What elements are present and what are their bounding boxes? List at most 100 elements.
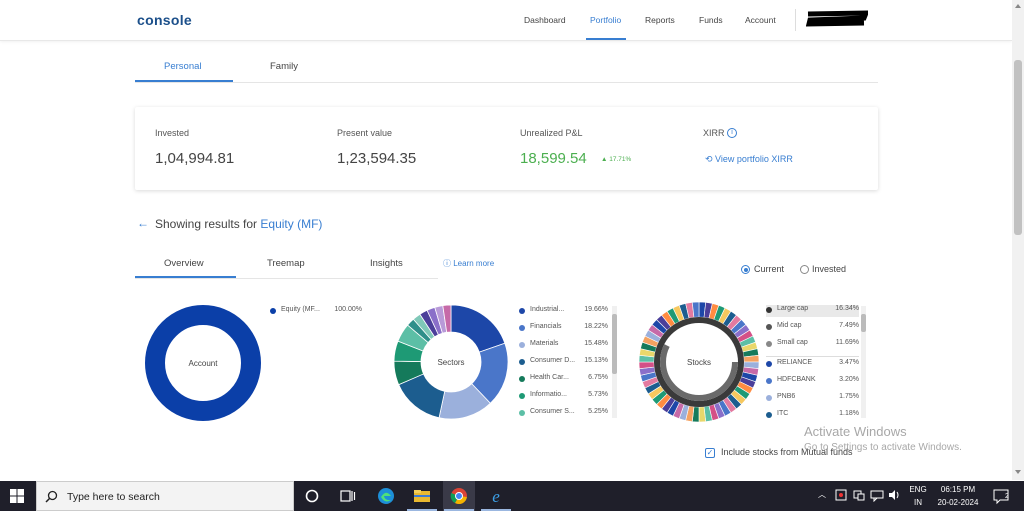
legend-item[interactable]: Consumer S... 5.25% <box>519 408 608 420</box>
legend-item[interactable]: ITC 1.18% <box>766 410 859 422</box>
scroll-up-icon[interactable] <box>1015 4 1021 8</box>
account-donut-chart[interactable]: Account <box>144 304 262 422</box>
legend-name: Industrial... <box>530 306 565 313</box>
current-radio[interactable] <box>741 265 750 274</box>
summary-card <box>135 107 878 190</box>
invested-radio-label: Invested <box>812 264 847 274</box>
legend-name: HDFCBANK <box>777 376 816 384</box>
tray-app-icon[interactable] <box>834 488 848 502</box>
notification-count: 2 <box>1005 493 1009 500</box>
nav-active-indicator <box>586 38 626 40</box>
taskbar-date[interactable]: 20-02-2024 <box>937 498 979 507</box>
chevron-up-icon[interactable]: ︿ <box>818 490 826 499</box>
legend-dot <box>519 376 525 382</box>
legend-dot <box>766 340 772 347</box>
legend-item[interactable]: RELIANCE 3.47% <box>766 359 859 371</box>
legend-item[interactable]: Consumer D... 15.13% <box>519 357 608 369</box>
subtab-active-indicator <box>135 276 236 278</box>
results-heading: Showing results for Equity (MF) <box>155 217 322 231</box>
file-explorer-icon[interactable] <box>413 487 431 505</box>
stocks-mid-cap-ring[interactable] <box>660 323 738 401</box>
stocks-donut-chart[interactable]: Stocks <box>638 301 760 423</box>
internet-explorer-icon[interactable]: e <box>487 487 505 505</box>
legend-name: RELIANCE <box>777 359 813 367</box>
learn-more-link[interactable]: ⓘ Learn more <box>443 258 494 269</box>
legend-item[interactable]: Financials 18.22% <box>519 323 608 335</box>
tab-divider <box>135 82 878 83</box>
language-bottom[interactable]: IN <box>914 498 922 507</box>
stocks-scroll-thumb[interactable] <box>861 314 866 332</box>
legend-name: Mid cap <box>777 321 802 329</box>
nav-account[interactable]: Account <box>745 15 776 25</box>
legend-item[interactable]: Mid cap 7.49% <box>766 322 859 334</box>
legend-item[interactable]: Informatio... 5.73% <box>519 391 608 403</box>
redacted-user-id[interactable] <box>806 8 868 28</box>
activate-windows-title: Activate Windows <box>804 424 907 439</box>
console-logo[interactable]: console <box>137 12 193 28</box>
stocks-center <box>669 332 729 392</box>
tab-overview[interactable]: Overview <box>164 258 204 269</box>
svg-text:e: e <box>492 487 500 505</box>
nav-funds[interactable]: Funds <box>699 15 723 25</box>
include-stocks-checkbox[interactable]: ✓ <box>705 448 715 458</box>
xirr-label: XIRR <box>703 128 725 138</box>
nav-dashboard[interactable]: Dashboard <box>524 15 566 25</box>
tab-insights[interactable]: Insights <box>370 258 403 269</box>
notification-icon[interactable] <box>992 487 1010 505</box>
account-donut-ring[interactable] <box>145 305 261 421</box>
legend-item[interactable]: Large cap 16.34% <box>766 305 859 317</box>
subtab-divider <box>135 278 438 279</box>
taskbar-search-box[interactable]: Type here to search <box>36 481 294 511</box>
language-top[interactable]: ENG <box>909 485 927 494</box>
pnl-value: 18,599.54 <box>520 150 587 167</box>
legend-item[interactable]: HDFCBANK 3.20% <box>766 376 859 388</box>
legend-item[interactable]: PNB6 1.75% <box>766 393 859 405</box>
back-arrow-icon[interactable]: ← <box>137 216 149 230</box>
sectors-scroll-thumb[interactable] <box>612 314 617 374</box>
legend-item[interactable]: Small cap 11.69% <box>766 339 859 351</box>
windows-start-icon[interactable] <box>10 489 24 503</box>
invested-radio[interactable] <box>800 265 809 274</box>
scroll-thumb[interactable] <box>1014 60 1022 235</box>
legend-item[interactable]: Equity (MF... 100.00% <box>270 306 362 318</box>
stocks-large-cap-ring[interactable] <box>654 317 744 407</box>
tab-personal[interactable]: Personal <box>164 61 202 72</box>
nav-portfolio[interactable]: Portfolio <box>590 15 622 25</box>
edge-icon[interactable] <box>377 487 395 505</box>
results-category[interactable]: Equity (MF) <box>260 217 323 231</box>
volume-icon[interactable] <box>887 488 901 502</box>
view-xirr-link[interactable]: ⟲ View portfolio XIRR <box>705 154 793 165</box>
sector-slice[interactable] <box>450 304 506 353</box>
legend-item[interactable]: Materials 15.48% <box>519 340 608 352</box>
network-icon[interactable] <box>852 488 866 502</box>
legend-item[interactable]: Industrial... 19.66% <box>519 306 608 318</box>
page-scrollbar[interactable] <box>1012 0 1024 480</box>
nav-divider <box>795 9 796 31</box>
task-view-icon[interactable] <box>339 487 357 505</box>
legend-dot <box>766 323 772 330</box>
legend-dot <box>766 411 772 418</box>
include-stocks-label[interactable]: Include stocks from Mutual funds <box>721 447 853 457</box>
chat-icon[interactable] <box>870 488 884 502</box>
legend-item[interactable]: Health Car... 6.75% <box>519 374 608 386</box>
legend-dot <box>766 307 772 313</box>
scroll-down-icon[interactable] <box>1015 470 1021 474</box>
legend-name: Small cap <box>777 338 808 346</box>
tab-family[interactable]: Family <box>270 61 298 72</box>
info-icon[interactable]: i <box>727 128 737 138</box>
taskbar-time[interactable]: 06:15 PM <box>940 485 976 494</box>
sector-slice-other[interactable] <box>442 304 452 333</box>
view-xirr-label: View portfolio XIRR <box>715 154 793 164</box>
tab-treemap[interactable]: Treemap <box>267 258 305 269</box>
legend-pct: 16.34% <box>835 305 859 312</box>
chrome-icon[interactable] <box>450 487 468 505</box>
current-radio-label: Current <box>754 264 785 274</box>
cortana-icon[interactable] <box>303 487 321 505</box>
legend-pct: 3.47% <box>839 359 859 367</box>
legend-name: PNB6 <box>777 393 796 400</box>
sectors-legend-scrollbar[interactable] <box>612 306 617 418</box>
legend-dot <box>519 393 525 399</box>
stocks-legend-scrollbar[interactable] <box>861 306 866 418</box>
nav-reports[interactable]: Reports <box>645 15 675 25</box>
sectors-donut-chart[interactable]: Sectors <box>392 303 510 421</box>
